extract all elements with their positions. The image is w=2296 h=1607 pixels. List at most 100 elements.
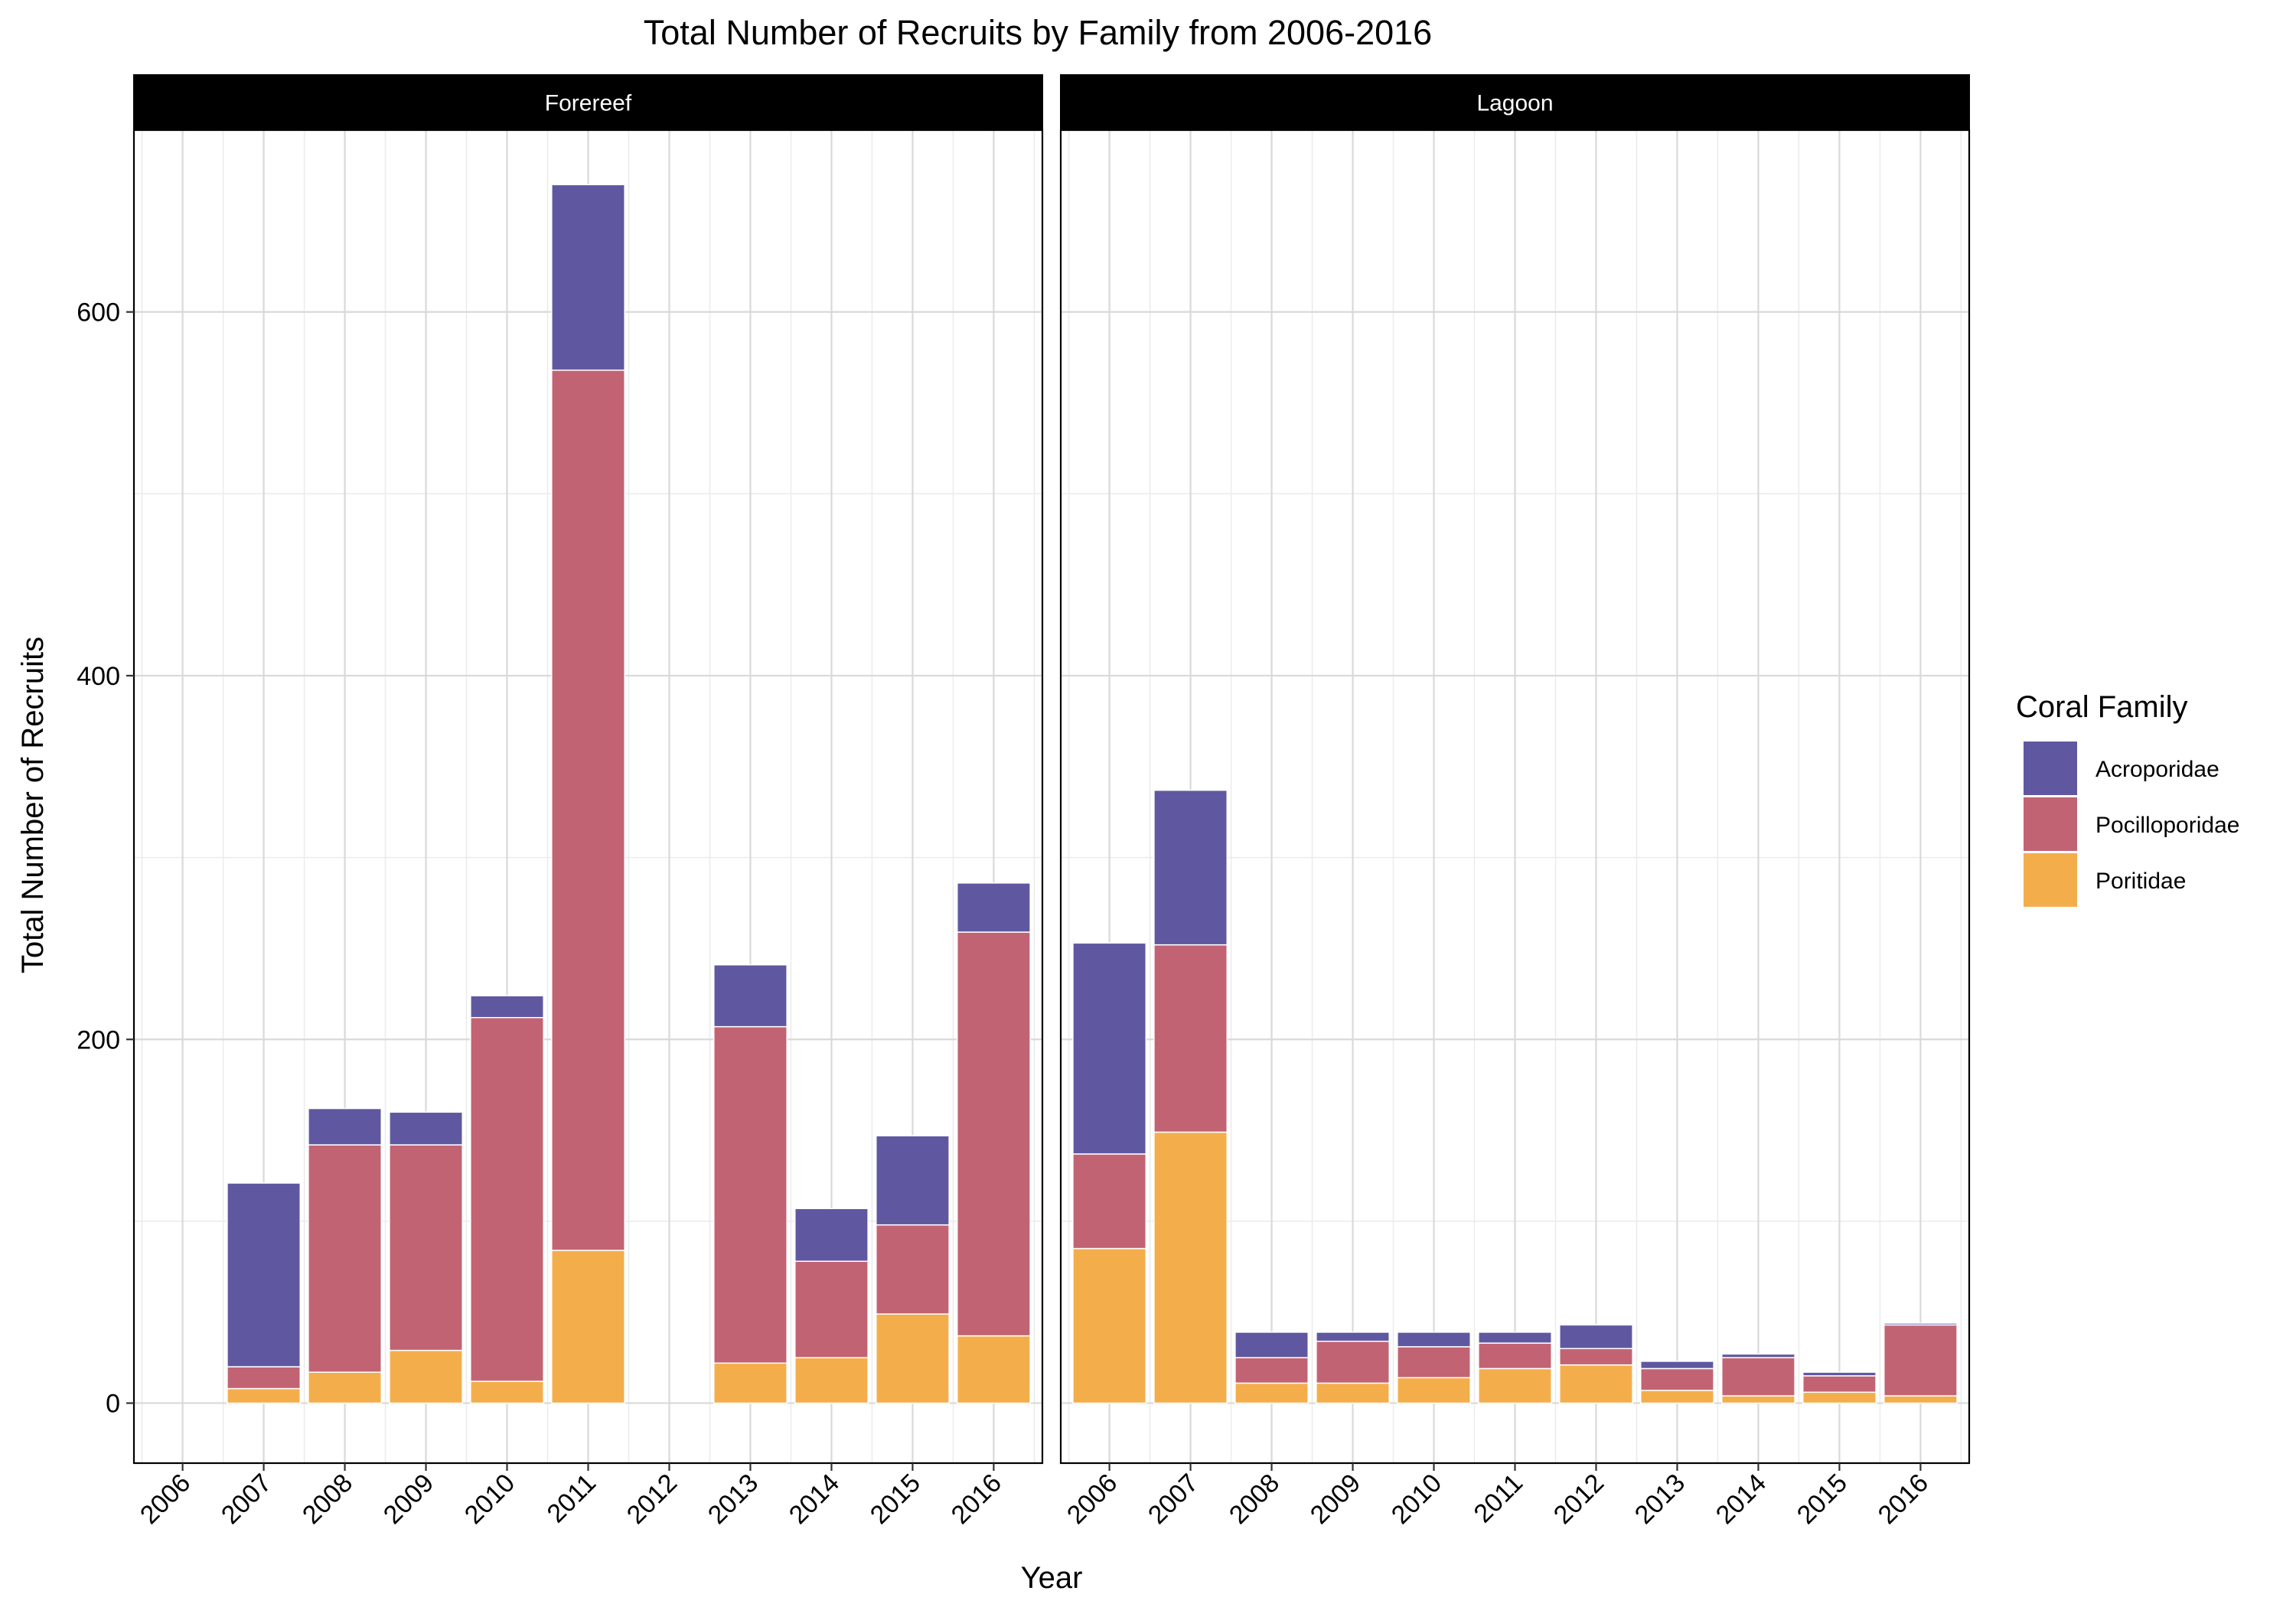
bar-lagoon-2010-acroporidae [1397,1332,1471,1348]
legend-swatch-poritidae [2024,853,2077,907]
bar-forereef-2014-poritidae [794,1357,869,1404]
bar-lagoon-2014-acroporidae [1721,1353,1795,1358]
legend-label-poritidae: Poritidae [2095,869,2186,894]
bar-lagoon-2008-pocilloporidae [1234,1357,1309,1384]
y-axis-label: Total Number of Recruits [16,637,50,973]
y-tick-label: 0 [106,1390,120,1419]
x-tick-label: 2007 [216,1468,277,1530]
bar-forereef-2010-pocilloporidae [470,1016,544,1382]
bar-forereef-2014-pocilloporidae [794,1260,869,1358]
x-tick-label: 2013 [1629,1468,1691,1530]
bar-lagoon-2011-poritidae [1478,1367,1552,1404]
bar-lagoon-2012-acroporidae [1559,1324,1633,1350]
bar-lagoon-2008-acroporidae [1234,1332,1309,1358]
x-tick-label: 2014 [784,1468,845,1530]
bar-forereef-2007-acroporidae [227,1182,302,1367]
x-tick-label: 2008 [297,1468,358,1530]
bar-lagoon-2009-acroporidae [1316,1332,1390,1342]
legend-swatch-pocilloporidae [2024,797,2077,851]
bar-lagoon-2016-pocilloporidae [1883,1324,1958,1397]
bar-lagoon-2007-pocilloporidae [1153,944,1228,1133]
x-tick-label: 2009 [378,1468,439,1530]
bar-lagoon-2010-poritidae [1397,1377,1471,1404]
bar-forereef-2007-poritidae [227,1387,302,1404]
chart-title: Total Number of Recruits by Family from … [644,13,1432,52]
bar-lagoon-2006-pocilloporidae [1072,1153,1147,1250]
bar-forereef-2010-acroporidae [470,995,544,1019]
bar-forereef-2011-acroporidae [551,184,625,371]
x-tick-label: 2012 [1548,1468,1609,1530]
bar-forereef-2007-pocilloporidae [227,1366,302,1390]
bar-forereef-2015-pocilloporidae [875,1224,950,1315]
legend: Coral Family Acroporidae Pocilloporidae Po… [2016,690,2239,907]
y-tick-label: 600 [77,298,120,328]
bar-forereef-2011-poritidae [551,1250,625,1404]
legend-label-acroporidae: Acroporidae [2095,757,2219,782]
bar-forereef-2009-pocilloporidae [389,1144,463,1351]
x-tick-label: 2011 [542,1468,602,1529]
bar-forereef-2016-acroporidae [956,882,1031,933]
facet-strip-label: Lagoon [1476,91,1553,116]
bar-lagoon-2013-acroporidae [1640,1361,1714,1370]
x-tick-label: 2006 [1062,1468,1123,1530]
facet-strip [133,74,1043,130]
bar-lagoon-2010-pocilloporidae [1397,1346,1471,1379]
bar-lagoon-2006-poritidae [1072,1247,1147,1404]
y-tick-label: 400 [77,662,120,691]
bar-lagoon-2007-poritidae [1153,1131,1228,1404]
bar-lagoon-2015-acroporidae [1802,1371,1877,1377]
bar-forereef-2011-pocilloporidae [551,369,625,1251]
y-tick-label: 200 [77,1025,120,1054]
x-tick-label: 2011 [1469,1468,1529,1529]
x-tick-label: 2016 [946,1468,1007,1530]
bar-lagoon-2015-pocilloporidae [1802,1375,1877,1393]
facet-strip-label: Forereef [545,91,632,116]
bar-forereef-2014-acroporidae [794,1208,869,1262]
x-tick-label: 2016 [1873,1468,1934,1530]
bar-lagoon-2016-poritidae [1883,1395,1958,1404]
bar-lagoon-2009-poritidae [1316,1382,1390,1404]
bar-forereef-2008-pocilloporidae [308,1144,382,1373]
bar-forereef-2008-poritidae [308,1371,382,1404]
x-tick-label: 2012 [621,1468,683,1530]
bar-forereef-2013-acroporidae [713,964,788,1028]
bar-lagoon-2011-pocilloporidae [1478,1342,1552,1370]
x-axis-label: Year [1021,1561,1083,1595]
x-tick-label: 2013 [703,1468,764,1530]
bar-lagoon-2014-poritidae [1721,1395,1795,1404]
x-tick-label: 2009 [1305,1468,1366,1530]
bar-lagoon-2011-acroporidae [1478,1332,1552,1344]
bar-lagoon-2013-poritidae [1640,1390,1714,1404]
facet-strip [1060,74,1970,130]
bar-lagoon-2016-acroporidae [1883,1322,1958,1326]
x-tick-label: 2015 [1792,1468,1853,1530]
bar-lagoon-2014-pocilloporidae [1721,1357,1795,1397]
bar-forereef-2016-poritidae [956,1335,1031,1404]
bar-forereef-2009-acroporidae [389,1111,463,1146]
bar-lagoon-2008-poritidae [1234,1382,1309,1404]
legend-title: Coral Family [2016,690,2187,724]
x-tick-label: 2008 [1224,1468,1285,1530]
bar-forereef-2013-pocilloporidae [713,1025,788,1364]
bar-lagoon-2013-pocilloporidae [1640,1367,1714,1391]
bar-forereef-2015-poritidae [875,1313,950,1404]
bar-forereef-2009-poritidae [389,1349,463,1404]
bar-forereef-2010-poritidae [470,1380,544,1404]
x-tick-label: 2015 [865,1468,926,1530]
legend-label-pocilloporidae: Pocilloporidae [2095,813,2239,838]
bar-forereef-2013-poritidae [713,1362,788,1404]
bar-lagoon-2012-poritidae [1559,1364,1633,1404]
bar-forereef-2008-acroporidae [308,1107,382,1146]
x-tick-label: 2007 [1143,1468,1204,1530]
x-tick-label: 2010 [1386,1468,1447,1530]
legend-swatch-acroporidae [2024,742,2077,795]
bar-lagoon-2015-poritidae [1802,1391,1877,1404]
x-tick-label: 2010 [459,1468,520,1530]
bar-forereef-2016-pocilloporidae [956,931,1031,1337]
bar-lagoon-2009-pocilloporidae [1316,1341,1390,1384]
bar-forereef-2015-acroporidae [875,1135,950,1226]
panel-forereef: Forereef 2006 2007 2008 2009 2010 2011 2012 2013… [77,74,1044,1530]
bar-lagoon-2007-acroporidae [1153,789,1228,946]
bar-lagoon-2012-pocilloporidae [1559,1348,1633,1366]
